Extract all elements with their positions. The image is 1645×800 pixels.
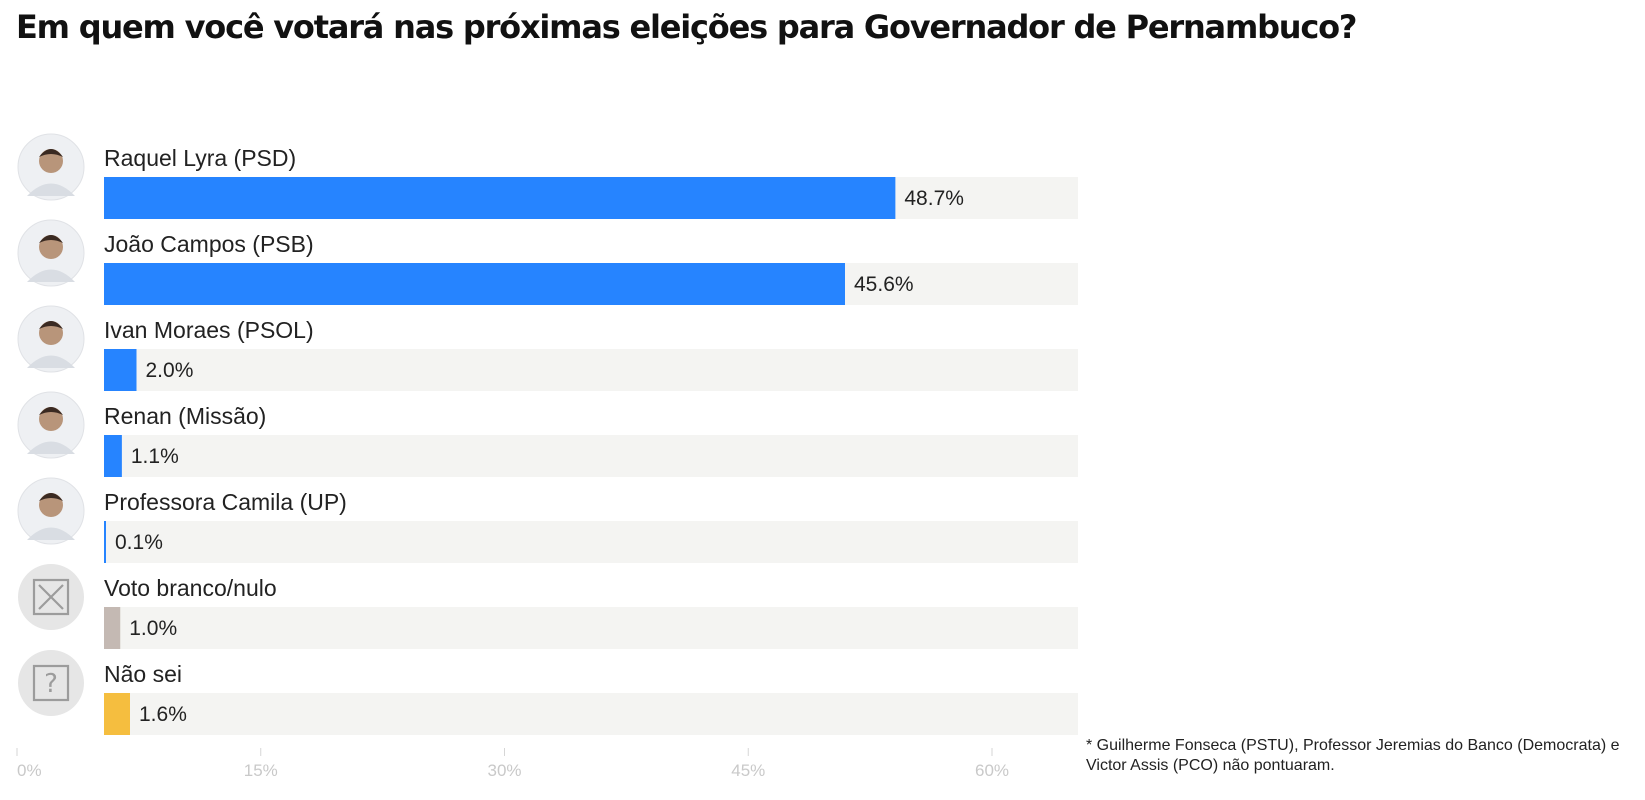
row-voto-branco-nulo: Voto branco/nulo 1.0%	[18, 564, 1078, 649]
x-tick-label: 0%	[17, 761, 42, 780]
category-label: Professora Camila (UP)	[104, 489, 347, 515]
category-label: João Campos (PSB)	[104, 231, 314, 257]
row-renan-missao: Renan (Missão) 1.1%	[17, 391, 1078, 477]
svg-text:?: ?	[44, 669, 58, 699]
row-nao-sei: ? Não sei 1.6%	[18, 650, 1078, 735]
value-label: 45.6%	[854, 273, 914, 296]
chart-title: Em quem você votará nas próximas eleiçõe…	[16, 8, 1357, 46]
value-label: 1.1%	[131, 445, 179, 468]
bar-track	[104, 521, 1078, 563]
category-label: Renan (Missão)	[104, 403, 266, 429]
row-joao-campos-psb: João Campos (PSB) 45.6%	[17, 219, 1078, 305]
candidate-photo-icon	[17, 133, 85, 201]
bar-track	[104, 349, 1078, 391]
row-ivan-moraes-psol: Ivan Moraes (PSOL) 2.0%	[17, 305, 1078, 391]
bar	[104, 693, 130, 735]
x-box-icon	[18, 564, 84, 630]
candidate-photo-icon	[17, 305, 85, 373]
bar	[104, 435, 122, 477]
candidate-photo-icon	[17, 219, 85, 287]
bar-track	[104, 607, 1078, 649]
category-label: Raquel Lyra (PSD)	[104, 145, 296, 171]
bar	[104, 607, 121, 649]
category-label: Ivan Moraes (PSOL)	[104, 317, 314, 343]
x-tick-label: 60%	[975, 761, 1009, 780]
question-box-icon: ?	[18, 650, 84, 716]
bar	[104, 177, 896, 219]
bar-track	[104, 435, 1078, 477]
footnote: * Guilherme Fonseca (PSTU), Professor Je…	[1086, 737, 1620, 774]
row-professora-camila-up: Professora Camila (UP) 0.1%	[17, 477, 1078, 563]
category-label: Voto branco/nulo	[104, 575, 277, 601]
value-label: 1.6%	[139, 703, 187, 726]
x-tick-label: 30%	[487, 761, 521, 780]
category-label: Não sei	[104, 661, 182, 687]
bar-track	[104, 693, 1078, 735]
candidate-photo-icon	[17, 477, 85, 545]
bar	[104, 521, 106, 563]
value-label: 2.0%	[146, 359, 194, 382]
row-raquel-lyra-psd: Raquel Lyra (PSD) 48.7%	[17, 133, 1078, 219]
candidate-photo-icon	[17, 391, 85, 459]
value-label: 1.0%	[129, 617, 177, 640]
bar	[104, 349, 137, 391]
x-tick-label: 15%	[244, 761, 278, 780]
value-label: 0.1%	[115, 531, 163, 554]
x-tick-label: 45%	[731, 761, 765, 780]
x-axis: 0% 15% 30% 45% 60%	[16, 748, 1009, 780]
bar	[104, 263, 845, 305]
value-label: 48.7%	[904, 187, 964, 210]
